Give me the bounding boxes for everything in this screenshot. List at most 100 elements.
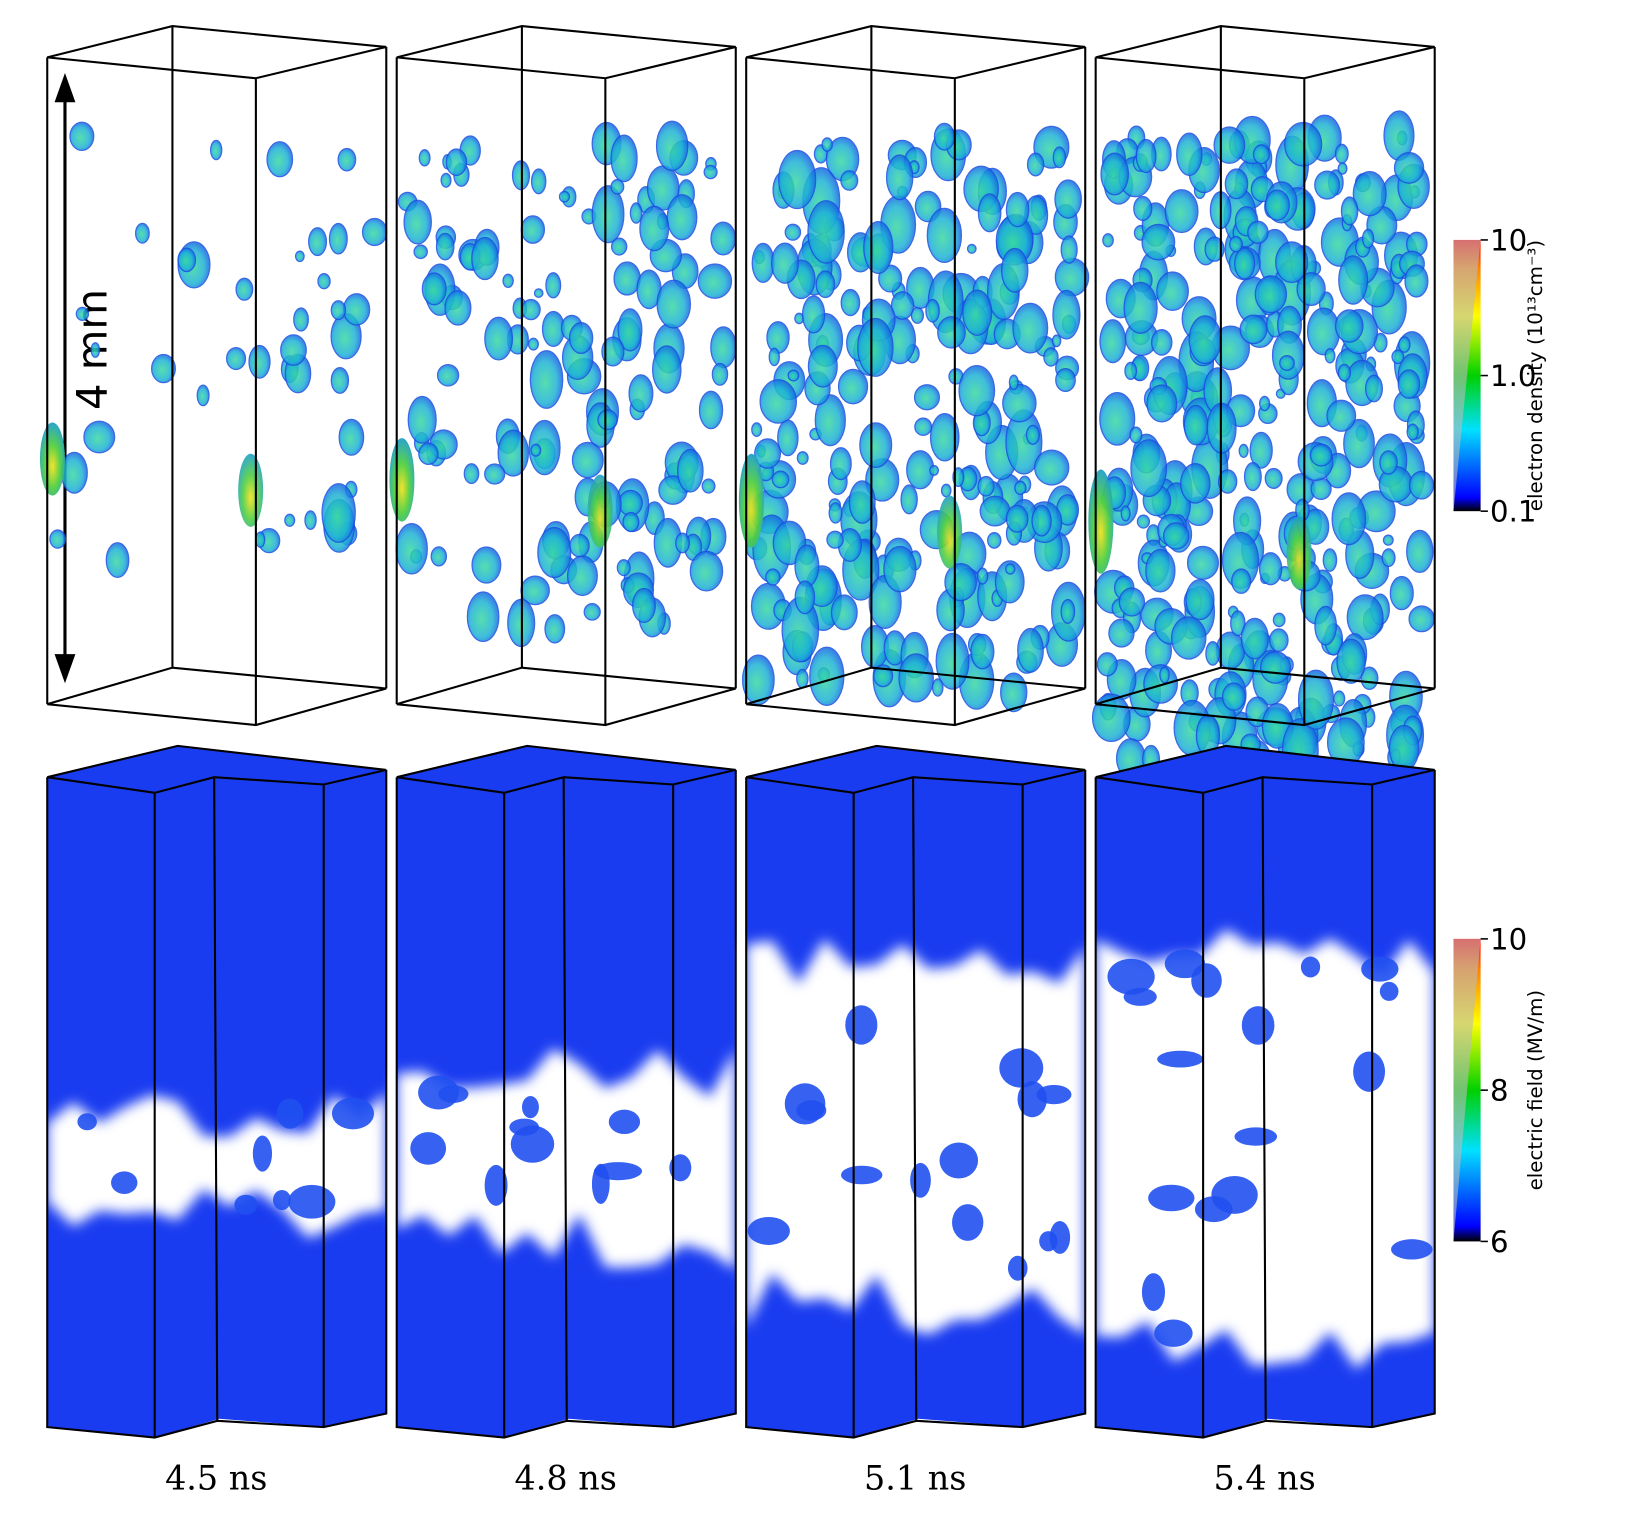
field-blob bbox=[1361, 956, 1399, 982]
density-blob bbox=[1272, 612, 1286, 628]
field-blob bbox=[510, 1125, 555, 1163]
density-blob bbox=[151, 353, 176, 384]
box-frame bbox=[745, 744, 1087, 1439]
field-blob bbox=[1300, 956, 1321, 978]
density-blob bbox=[794, 544, 820, 588]
density-blob bbox=[937, 495, 963, 569]
density-blob bbox=[828, 502, 843, 524]
density-blob bbox=[618, 489, 643, 517]
density-blob bbox=[463, 463, 480, 485]
density-blob bbox=[610, 237, 628, 256]
density-blob bbox=[1275, 241, 1309, 284]
density-blob bbox=[1043, 347, 1059, 367]
density-blob bbox=[933, 122, 955, 151]
density-blob bbox=[1333, 690, 1346, 707]
density-blob bbox=[196, 384, 210, 407]
density-blob bbox=[1324, 347, 1336, 364]
density-blob bbox=[1129, 426, 1143, 444]
density-blob bbox=[632, 587, 656, 624]
density-blob bbox=[266, 141, 294, 178]
density-blob bbox=[837, 368, 869, 405]
density-blob bbox=[970, 633, 995, 670]
density-blob bbox=[1362, 228, 1375, 249]
density-blob bbox=[395, 522, 428, 575]
density-blob bbox=[977, 193, 1002, 233]
colorbar-tick-label: 8 bbox=[1490, 1074, 1509, 1108]
density-blob bbox=[1014, 480, 1027, 496]
density-blob bbox=[1337, 162, 1348, 175]
colorbar-label: electron density (10¹³cm⁻³) bbox=[1524, 240, 1547, 511]
density-blob bbox=[1004, 563, 1016, 575]
density-blob bbox=[931, 678, 944, 697]
density-blob bbox=[317, 273, 331, 290]
density-blob bbox=[342, 293, 371, 326]
density-blob bbox=[1314, 605, 1337, 646]
field-blob bbox=[1107, 958, 1155, 995]
colorbar-label: electric field (MV/m) bbox=[1524, 990, 1547, 1191]
density-blob bbox=[484, 316, 514, 361]
density-blob bbox=[962, 289, 993, 336]
density-blob bbox=[528, 419, 561, 476]
field-panel bbox=[1094, 744, 1436, 1439]
density-blob bbox=[1096, 652, 1118, 677]
density-blob bbox=[814, 394, 846, 447]
density-blob bbox=[929, 465, 940, 476]
density-blob bbox=[177, 247, 197, 273]
field-panel bbox=[46, 744, 388, 1439]
density-blob bbox=[1381, 548, 1396, 568]
density-blob bbox=[597, 409, 618, 431]
density-blob bbox=[1382, 534, 1394, 546]
density-blob bbox=[1398, 336, 1411, 353]
density-blob bbox=[1099, 391, 1136, 446]
density-blob bbox=[1124, 361, 1138, 380]
density-blob bbox=[1286, 516, 1312, 590]
box-frame bbox=[46, 744, 388, 1439]
field-blob bbox=[1234, 1127, 1278, 1146]
field-blob bbox=[1017, 1081, 1047, 1118]
density-blob bbox=[1326, 399, 1357, 432]
field-blob bbox=[77, 1113, 97, 1131]
field-blob bbox=[1353, 1051, 1386, 1092]
field-blob bbox=[484, 1164, 508, 1206]
field-blob bbox=[796, 1100, 827, 1121]
density-blob bbox=[1180, 463, 1211, 504]
density-blob bbox=[610, 134, 638, 183]
colorbar-tick-label: 10 bbox=[1490, 223, 1527, 257]
density-blob bbox=[444, 289, 472, 326]
density-blob bbox=[1052, 146, 1067, 169]
density-blob bbox=[1051, 334, 1062, 348]
density-blob bbox=[787, 369, 800, 382]
density-panel bbox=[1088, 25, 1436, 783]
density-blob bbox=[105, 542, 130, 579]
density-blob bbox=[710, 221, 737, 256]
density-blob bbox=[361, 217, 388, 247]
density-blob bbox=[1005, 504, 1029, 533]
density-blob bbox=[527, 337, 539, 351]
density-blob bbox=[225, 347, 247, 371]
field-blob bbox=[910, 1162, 931, 1198]
field-blob bbox=[939, 1142, 979, 1179]
density-blob bbox=[471, 546, 502, 584]
density-blob bbox=[421, 272, 447, 306]
density-blob bbox=[1331, 492, 1367, 546]
density-blob bbox=[666, 194, 698, 241]
density-blob bbox=[1404, 264, 1429, 298]
box-frame bbox=[395, 25, 737, 727]
density-blob bbox=[859, 422, 893, 468]
field-blob bbox=[252, 1135, 273, 1172]
density-blob bbox=[1135, 138, 1157, 174]
density-blob bbox=[39, 422, 65, 496]
density-blob bbox=[1176, 132, 1203, 176]
density-blob bbox=[1229, 235, 1243, 253]
density-blob bbox=[545, 272, 562, 299]
density-blob bbox=[430, 546, 448, 567]
density-blob bbox=[1259, 651, 1292, 684]
density-blob bbox=[1026, 152, 1045, 177]
density-blob bbox=[389, 438, 415, 522]
density-blob bbox=[1150, 329, 1173, 356]
density-blob bbox=[883, 545, 917, 593]
field-blob bbox=[276, 1098, 304, 1129]
field-blob bbox=[1191, 963, 1222, 998]
field-blob bbox=[1148, 1184, 1195, 1212]
density-blob bbox=[1240, 617, 1269, 660]
